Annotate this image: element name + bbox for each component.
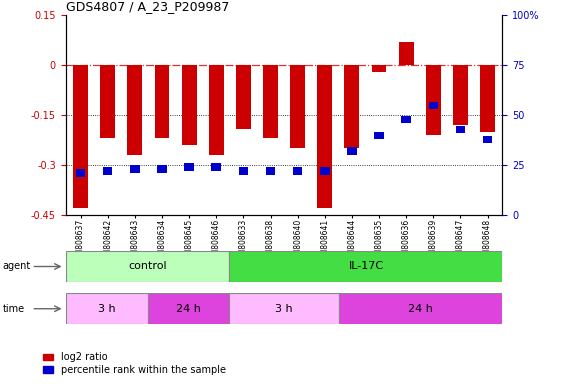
Bar bbox=[66, 293, 147, 324]
Bar bbox=[293, 167, 303, 175]
Bar bbox=[236, 65, 251, 129]
Bar bbox=[372, 65, 387, 72]
Text: time: time bbox=[3, 304, 25, 314]
Bar bbox=[317, 65, 332, 209]
Text: IL-17C: IL-17C bbox=[348, 262, 384, 271]
Bar bbox=[320, 167, 329, 175]
Legend: log2 ratio, percentile rank within the sample: log2 ratio, percentile rank within the s… bbox=[39, 348, 230, 379]
Bar bbox=[483, 136, 492, 143]
Bar bbox=[401, 116, 411, 123]
Bar bbox=[347, 147, 357, 155]
Text: 24 h: 24 h bbox=[408, 304, 433, 314]
Bar bbox=[426, 65, 441, 135]
Bar bbox=[130, 166, 139, 173]
Bar bbox=[290, 65, 305, 149]
Bar bbox=[73, 65, 88, 209]
Bar bbox=[339, 293, 502, 324]
Text: 3 h: 3 h bbox=[275, 304, 293, 314]
Bar bbox=[480, 65, 495, 132]
Text: 24 h: 24 h bbox=[176, 304, 201, 314]
Bar bbox=[100, 65, 115, 139]
Bar bbox=[157, 166, 167, 173]
Bar bbox=[399, 42, 413, 65]
Bar bbox=[66, 251, 230, 282]
Text: control: control bbox=[128, 262, 167, 271]
Bar bbox=[230, 293, 339, 324]
Bar bbox=[239, 167, 248, 175]
Text: 3 h: 3 h bbox=[98, 304, 115, 314]
Bar bbox=[103, 167, 112, 175]
Bar bbox=[147, 293, 230, 324]
Bar bbox=[230, 251, 502, 282]
Bar bbox=[344, 65, 359, 149]
Bar bbox=[453, 65, 468, 125]
Bar bbox=[263, 65, 278, 139]
Bar bbox=[429, 101, 438, 109]
Bar bbox=[182, 65, 196, 145]
Bar bbox=[211, 164, 221, 171]
Text: agent: agent bbox=[3, 262, 31, 271]
Bar bbox=[266, 167, 275, 175]
Text: GDS4807 / A_23_P209987: GDS4807 / A_23_P209987 bbox=[66, 0, 229, 13]
Bar bbox=[76, 169, 85, 177]
Bar bbox=[184, 164, 194, 171]
Bar bbox=[155, 65, 170, 139]
Bar bbox=[374, 131, 384, 139]
Bar bbox=[456, 126, 465, 133]
Bar bbox=[209, 65, 224, 155]
Bar bbox=[127, 65, 142, 155]
